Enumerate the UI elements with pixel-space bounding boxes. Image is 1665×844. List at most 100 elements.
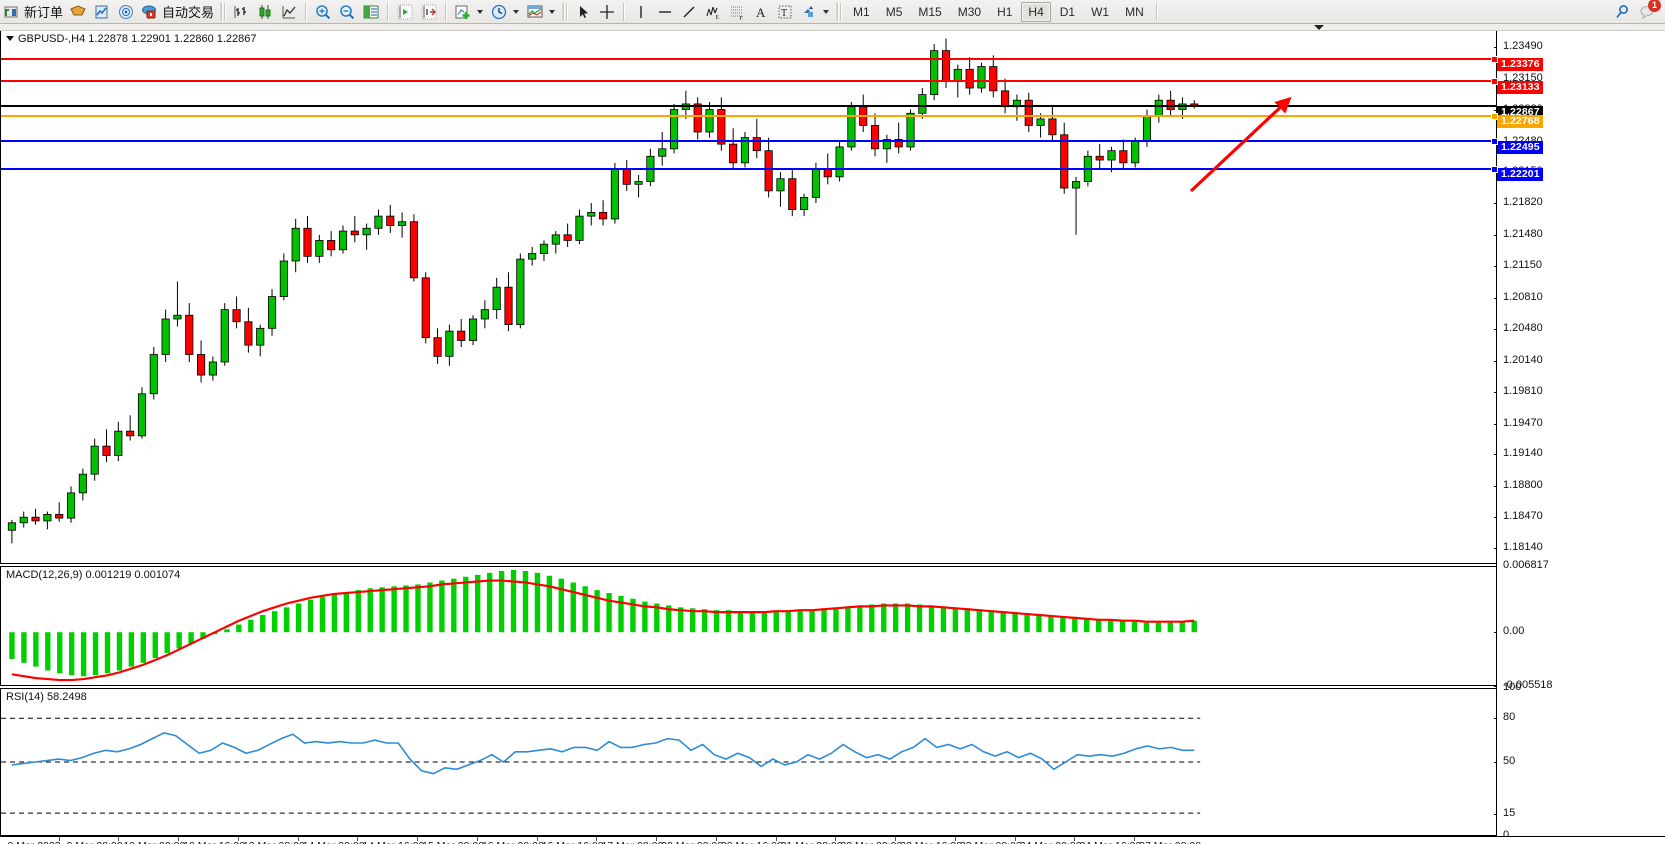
time-axis-separator xyxy=(476,837,478,841)
zoom-out-button[interactable] xyxy=(335,1,359,23)
horizontal-line-icon xyxy=(656,3,674,21)
new-order-button[interactable]: 新订单 xyxy=(0,1,66,23)
zoom-out-icon xyxy=(338,3,356,21)
data-window-button[interactable] xyxy=(359,1,383,23)
time-axis-separator xyxy=(1134,837,1136,841)
timeframe-m15[interactable]: M15 xyxy=(918,4,942,19)
notification-icon[interactable]: 1 xyxy=(1639,0,1661,21)
timeframe-m30[interactable]: M30 xyxy=(957,4,982,19)
market-watch-button[interactable] xyxy=(90,1,114,23)
price-level-handle[interactable] xyxy=(1491,138,1498,146)
price-level-line-support-5[interactable] xyxy=(1,165,1498,173)
bar-chart-icon xyxy=(232,3,250,21)
price-level-label-support-4: 1.22495 xyxy=(1497,140,1543,154)
rsi-series xyxy=(1,717,1201,814)
time-axis-tick: 10 Mar 00:00 xyxy=(123,840,185,844)
periods-dropdown-arrow[interactable] xyxy=(511,3,520,21)
trendline-button[interactable] xyxy=(677,1,701,23)
price-level-handle[interactable] xyxy=(1491,112,1498,120)
time-axis-tick: 16 Mar 16:00 xyxy=(542,840,604,844)
shapes-button[interactable] xyxy=(797,1,833,23)
toolbar-grip-1[interactable] xyxy=(220,2,227,21)
price-level-line-resistance-1[interactable] xyxy=(1,78,1498,86)
price-level-handle[interactable] xyxy=(1491,78,1498,86)
add-indicator-dropdown-arrow[interactable] xyxy=(475,3,484,21)
timeframe-mn[interactable]: MN xyxy=(1125,4,1144,19)
cursor-button[interactable] xyxy=(571,1,595,23)
auto-scroll-icon xyxy=(420,3,438,21)
auto-scroll-button[interactable] xyxy=(417,1,441,23)
price-level-handle[interactable] xyxy=(1491,55,1498,63)
main-toolbar: 新订单 xyxy=(0,0,1665,24)
elliott-wave-button[interactable]: E xyxy=(701,1,725,23)
rsi-pane[interactable]: RSI(14) 58.2498 xyxy=(0,688,1496,836)
toolbar-sep-2 xyxy=(387,2,390,21)
line-chart-button[interactable] xyxy=(277,1,301,23)
price-level-handle[interactable] xyxy=(1491,165,1498,173)
price-level-line-current-bid-2[interactable] xyxy=(1,105,1497,108)
time-axis-separator xyxy=(895,837,897,841)
add-indicator-button[interactable] xyxy=(451,1,487,23)
data-window-icon xyxy=(362,3,380,21)
toolbar-sep-1 xyxy=(305,2,308,21)
templates-button[interactable] xyxy=(523,1,559,23)
time-axis-tick: 21 Mar 08:00 xyxy=(781,840,843,844)
chart-shift-button[interactable] xyxy=(393,1,417,23)
candlestick-series xyxy=(7,38,1199,544)
chart-collapse-arrow-icon[interactable] xyxy=(1313,24,1325,31)
bar-chart-button[interactable] xyxy=(229,1,253,23)
timeframe-m1[interactable]: M1 xyxy=(853,4,870,19)
horizontal-line-button[interactable] xyxy=(653,1,677,23)
signals-button[interactable] xyxy=(114,1,138,23)
time-axis-tick: 8 Mar 2023 xyxy=(7,840,60,844)
text-button[interactable]: A xyxy=(749,1,773,23)
time-axis-separator xyxy=(237,837,239,841)
timeframe-group: M1 M5 M15 M30 H1 H4 D1 W1 MN xyxy=(845,1,1152,22)
shield-button[interactable] xyxy=(66,1,90,23)
chart-symbol-caret-icon[interactable] xyxy=(6,36,14,41)
time-axis-tick: 20 Mar 00:00 xyxy=(661,840,723,844)
price-level-line-support-4[interactable] xyxy=(1,138,1498,146)
bullish-arrow-annotation[interactable] xyxy=(1181,91,1301,201)
search-icon[interactable] xyxy=(1613,3,1631,21)
auto-trading-button[interactable]: 自动交易 xyxy=(138,1,217,23)
toolbar-grip-2[interactable] xyxy=(562,2,569,21)
vertical-line-icon xyxy=(632,3,650,21)
svg-text:A: A xyxy=(756,5,766,20)
macd-pane[interactable]: MACD(12,26,9) 0.001219 0.001074 xyxy=(0,566,1496,686)
line-chart-icon xyxy=(280,3,298,21)
time-axis-separator xyxy=(417,837,419,841)
price-level-line-resistance-0[interactable] xyxy=(1,55,1498,63)
price-level-line-order-3[interactable] xyxy=(1,112,1498,120)
chart-symbol-header: GBPUSD-,H4 1.22878 1.22901 1.22860 1.228… xyxy=(6,33,257,45)
periods-button[interactable] xyxy=(487,1,523,23)
crosshair-button[interactable] xyxy=(595,1,619,23)
timeframe-h4[interactable]: H4 xyxy=(1021,1,1051,22)
timeframe-d1[interactable]: D1 xyxy=(1059,4,1076,19)
time-axis-separator xyxy=(357,837,359,841)
price-pane[interactable]: GBPUSD-,H4 1.22878 1.22901 1.22860 1.228… xyxy=(0,31,1498,564)
rsi-label: RSI(14) 58.2498 xyxy=(6,691,87,703)
chart-top-strip[interactable] xyxy=(0,24,1665,31)
new-order-icon xyxy=(3,3,21,21)
timeframe-w1[interactable]: W1 xyxy=(1091,4,1110,19)
timeframe-m5[interactable]: M5 xyxy=(885,4,903,19)
timeframe-h1[interactable]: H1 xyxy=(997,4,1013,19)
candlestick-chart-button[interactable] xyxy=(253,1,277,23)
time-axis-separator xyxy=(596,837,598,841)
time-axis-separator xyxy=(536,837,538,841)
text-icon: A xyxy=(752,3,770,21)
zoom-in-button[interactable] xyxy=(311,1,335,23)
shapes-dropdown-arrow[interactable] xyxy=(821,3,830,21)
price-axis[interactable]: 1.23490 1.23150 1.22820 1.22480 1.22150 … xyxy=(1494,31,1665,841)
toolbar-grip-3[interactable] xyxy=(836,2,843,21)
vertical-line-button[interactable] xyxy=(629,1,653,23)
time-axis-tick: 16 Mar 00:00 xyxy=(482,840,544,844)
time-axis-separator xyxy=(954,837,956,841)
svg-text:T: T xyxy=(781,8,787,19)
templates-dropdown-arrow[interactable] xyxy=(547,3,556,21)
time-axis[interactable]: 8 Mar 2023 9 Mar 08:0010 Mar 00:0010 Mar … xyxy=(0,836,1496,844)
text-label-button[interactable]: T xyxy=(773,1,797,23)
price-level-label-resistance-0: 1.23376 xyxy=(1497,58,1543,72)
fibonacci-button[interactable]: F xyxy=(725,1,749,23)
